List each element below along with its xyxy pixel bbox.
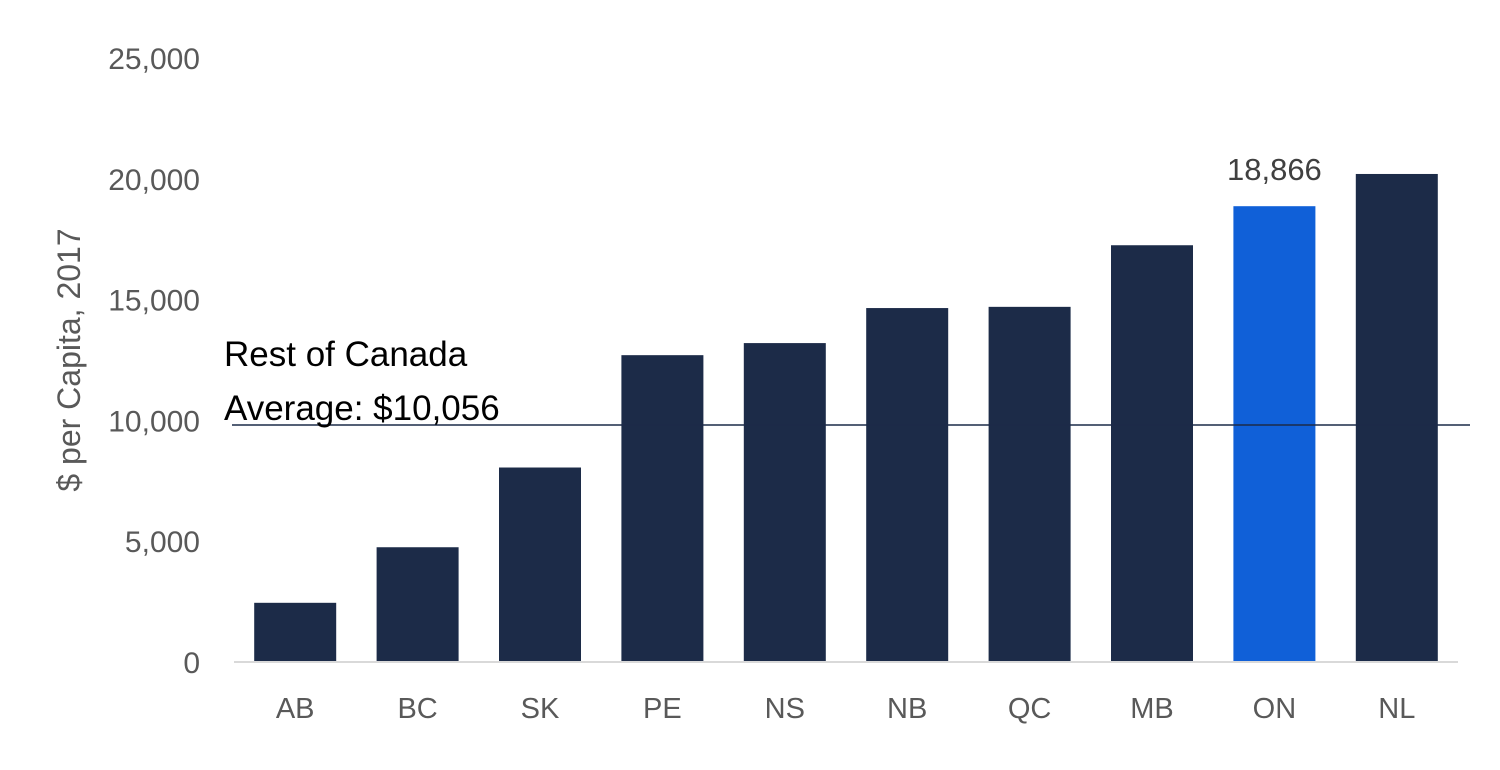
- bar-ab: [254, 602, 337, 662]
- y-tick-label: 10,000: [108, 405, 200, 438]
- category-label-ns: NS: [765, 693, 805, 725]
- y-tick-label: 20,000: [108, 164, 200, 197]
- category-labels: AB BC SK PE NS NB QC MB ON NL: [276, 693, 1415, 725]
- bar-mb: [1111, 245, 1193, 663]
- category-label-mb: MB: [1130, 693, 1174, 725]
- data-labels: 18,866: [1227, 152, 1322, 187]
- category-label-bc: BC: [397, 693, 437, 725]
- bar-nl: [1355, 173, 1438, 662]
- y-tick-label: 25,000: [108, 43, 200, 76]
- data-label-on: 18,866: [1227, 152, 1322, 187]
- bars: [254, 173, 1438, 663]
- reference-label-line1: Rest of Canada: [224, 335, 468, 374]
- bar-qc: [988, 306, 1071, 662]
- bar-sk: [499, 467, 581, 662]
- category-label-on: ON: [1253, 693, 1297, 725]
- y-axis-title: $ per Capita, 2017: [51, 228, 87, 491]
- bar-ns: [743, 343, 826, 662]
- bar-nb: [866, 308, 949, 662]
- category-label-sk: SK: [521, 693, 560, 725]
- y-axis-ticks: 0 5,000 10,000 15,000 20,000 25,000: [108, 43, 200, 680]
- category-label-nb: NB: [887, 693, 927, 725]
- category-label-pe: PE: [643, 693, 682, 725]
- reference-label-line2: Average: $10,056: [224, 389, 500, 428]
- y-tick-label: 15,000: [108, 285, 200, 318]
- category-label-qc: QC: [1008, 693, 1052, 725]
- y-tick-label: 0: [183, 647, 200, 680]
- bar-pe: [621, 355, 704, 662]
- y-tick-label: 5,000: [125, 526, 200, 559]
- category-label-nl: NL: [1378, 693, 1415, 725]
- bar-on: [1233, 206, 1316, 662]
- bar-bc: [376, 547, 459, 662]
- category-label-ab: AB: [276, 693, 315, 725]
